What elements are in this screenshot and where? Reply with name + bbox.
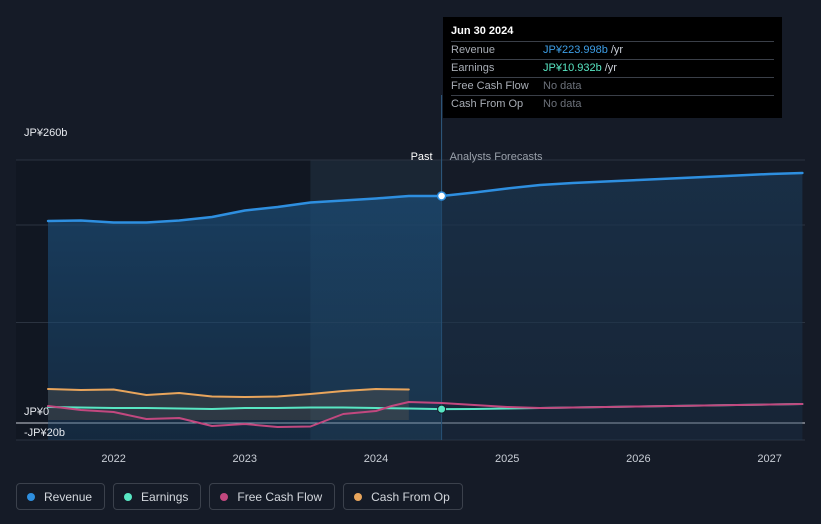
tooltip-row-label: Cash From Op [451, 98, 524, 110]
tooltip-row-label: Free Cash Flow [451, 80, 529, 92]
x-tick-label: 2027 [757, 453, 781, 465]
cash-from-op-area [48, 389, 409, 420]
revenue-area-past [48, 196, 442, 440]
legend: Revenue Earnings Free Cash Flow Cash From O… [16, 483, 463, 510]
tooltip-date: Jun 30 2024 [451, 25, 514, 37]
x-tick-label: 2023 [233, 453, 257, 465]
cash-from-op-line [47, 388, 410, 398]
x-tick-label: 2024 [364, 453, 388, 465]
legend-label: Free Cash Flow [237, 489, 323, 504]
legend-dot-icon [220, 492, 229, 501]
legend-item-revenue[interactable]: Revenue [16, 483, 106, 510]
x-tick-label: 2026 [626, 453, 650, 465]
legend-item-cash-from-op[interactable]: Cash From Op [343, 483, 463, 510]
tooltip-row-value: JP¥10.932b [543, 62, 602, 74]
tooltip-row-value: No data [543, 80, 582, 92]
tooltip-row-unit: /yr [604, 62, 617, 74]
revenue-area-forecast [441, 173, 803, 440]
tooltip-row: Cash From Op No data [451, 95, 774, 113]
tooltip-row-unit: /yr [610, 44, 624, 56]
past-label: Past [411, 151, 433, 163]
legend-item-earnings[interactable]: Earnings [113, 483, 202, 510]
tooltip-row-label: Earnings [451, 62, 495, 74]
legend-item-free-cash-flow[interactable]: Free Cash Flow [209, 483, 336, 510]
x-tick-label: 2022 [101, 453, 125, 465]
legend-dot-icon [354, 492, 363, 501]
legend-label: Revenue [44, 489, 93, 504]
y-tick-label: -JP¥20b [24, 427, 65, 439]
revenue-line [46, 171, 804, 224]
free-cash-flow-line [47, 401, 804, 428]
y-tick-label: JP¥0 [24, 406, 49, 418]
legend-label: Cash From Op [371, 489, 450, 504]
legend-dot-icon [124, 492, 133, 501]
tooltip-row-value: No data [543, 98, 582, 110]
x-tick-label: 2025 [495, 453, 519, 465]
tooltip-row: Earnings JP¥10.932b/yr [451, 59, 774, 77]
tooltip: Jun 30 2024 Revenue JP¥223.998b/yr Earning… [443, 17, 782, 118]
tooltip-row: Revenue JP¥223.998b/yr [451, 41, 774, 59]
y-tick-label: JP¥260b [24, 127, 67, 139]
legend-dot-icon [27, 492, 35, 501]
tooltip-row-value: JP¥223.998b [543, 44, 608, 56]
tooltip-row: Free Cash Flow No data [451, 77, 774, 95]
tooltip-row-label: Revenue [451, 44, 496, 56]
legend-label: Earnings [141, 489, 189, 504]
forecast-label: Analysts Forecasts [450, 151, 543, 163]
earnings-marker [437, 404, 447, 414]
revenue-marker [436, 191, 447, 201]
